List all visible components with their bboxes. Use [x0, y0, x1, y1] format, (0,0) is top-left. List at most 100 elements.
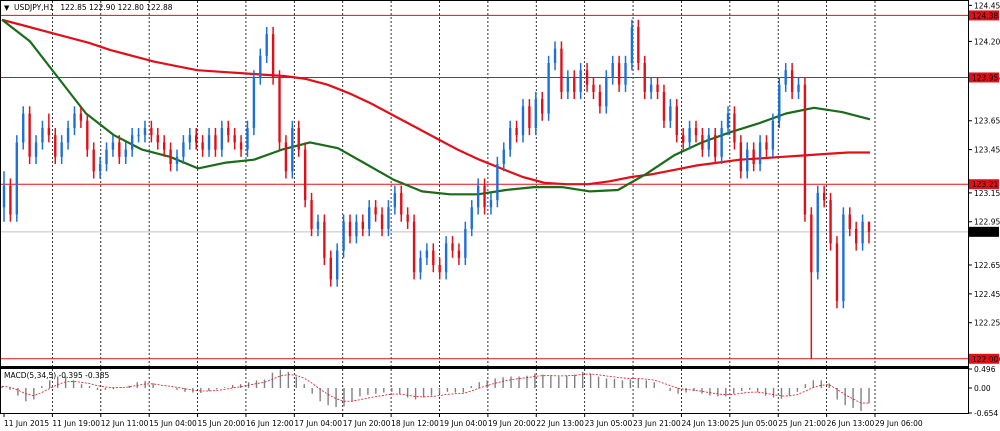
- candle-body: [291, 127, 294, 172]
- x-tick-label: 12 Jun 11:00: [101, 419, 149, 428]
- candle-body: [656, 84, 659, 92]
- grid-layer: [51, 1, 876, 413]
- candle-body: [284, 142, 288, 172]
- candle-body: [432, 250, 435, 266]
- time-axis: 11 Jun 2015 11 Jun 19:00 12 Jun 11:00 15 Ju…: [3, 413, 923, 428]
- x-tick-label: 17 Jun 20:00: [343, 419, 391, 428]
- candle-body: [765, 142, 768, 150]
- candle-body: [778, 84, 781, 121]
- candle-body: [162, 142, 166, 150]
- x-tick-label: 29 Jun 06:00: [875, 419, 923, 428]
- candle-body: [297, 127, 300, 150]
- candle-body: [624, 63, 627, 85]
- candle-body: [637, 26, 640, 64]
- candle-body: [694, 127, 698, 136]
- candle-body: [566, 77, 570, 92]
- price-axis: 124.45 124.20 123.95 123.65 123.45 123.15 122.…: [968, 1, 1000, 418]
- candle-body: [207, 135, 211, 150]
- candle-body: [822, 192, 826, 201]
- candle-body: [457, 250, 461, 258]
- candle-body: [348, 221, 352, 237]
- x-tick-label: 26 Jun 13:00: [827, 419, 875, 428]
- candle-body: [15, 142, 19, 215]
- x-tick-label: 22 Jun 13:00: [536, 419, 584, 428]
- candle-body: [105, 149, 108, 165]
- candle-body: [303, 149, 307, 201]
- level-tag: [969, 353, 999, 364]
- current-price-tag-label: 122.88: [972, 228, 998, 237]
- candle-body: [861, 221, 864, 244]
- y-tick-label: 122.25: [974, 319, 1000, 328]
- candle-body: [60, 142, 63, 157]
- candle-body: [553, 48, 557, 64]
- candle-body: [746, 149, 749, 172]
- candle-body: [143, 127, 147, 136]
- ma-fast-green-line: [1, 18, 871, 196]
- candle-body: [316, 221, 320, 229]
- candle-body: [515, 127, 518, 136]
- candle-body: [528, 106, 531, 128]
- y-tick-label: 124.20: [974, 37, 1000, 46]
- level-tag-label: 123.21: [972, 180, 998, 189]
- candle-body: [419, 257, 422, 273]
- candle-body: [720, 127, 723, 157]
- candle-body: [489, 200, 493, 208]
- candle-body: [156, 135, 159, 143]
- candle-body: [470, 207, 473, 229]
- candle-body: [643, 63, 646, 92]
- y-tick-label: 123.45: [974, 146, 1000, 155]
- candle-body: [611, 63, 614, 78]
- candle-body: [79, 113, 83, 121]
- y-tick-label: 124.45: [974, 1, 1000, 10]
- candle-body: [368, 207, 371, 229]
- candle-body: [797, 84, 800, 92]
- candle-body: [464, 228, 467, 258]
- candle-body: [278, 77, 281, 143]
- candle-body: [534, 99, 538, 128]
- ma-slow-red-line: [1, 18, 870, 186]
- candle-body: [707, 135, 711, 150]
- candle-body: [835, 243, 839, 302]
- candle-body: [649, 84, 653, 92]
- candle-body: [829, 200, 832, 244]
- y-tick-label: 123.65: [974, 117, 1000, 126]
- candle-body: [681, 135, 685, 143]
- candle-body: [86, 120, 89, 150]
- candle-body: [752, 149, 755, 165]
- candle-body: [585, 70, 589, 85]
- candle-body: [335, 250, 339, 280]
- candle-body: [573, 77, 576, 92]
- candle-body: [92, 149, 95, 172]
- candle-body: [400, 192, 403, 215]
- chart-header: USDJPY,H1 122.85 122.90 122.80 122.88: [14, 3, 173, 12]
- dropdown-arrow-icon[interactable]: ▼: [4, 4, 10, 12]
- candle-body: [598, 91, 602, 107]
- candle-body: [233, 135, 236, 143]
- candle-body: [265, 34, 268, 56]
- x-tick-label: 15 Jun 04:00: [149, 419, 197, 428]
- candle-body: [714, 135, 717, 157]
- candle-body: [675, 106, 678, 136]
- candle-body: [733, 113, 736, 143]
- candle-body: [355, 221, 358, 237]
- moving-averages-layer: [1, 18, 871, 196]
- candle-body: [54, 135, 57, 157]
- candle-body: [259, 55, 262, 78]
- candle-body: [387, 207, 390, 229]
- candle-body: [669, 106, 672, 121]
- macd-header: MACD(5,34,5) -0.395 -0.385: [4, 371, 110, 380]
- candle-body: [239, 142, 243, 150]
- candle-body: [227, 127, 230, 136]
- candle-body: [579, 70, 582, 92]
- candles-layer: [2, 19, 871, 359]
- candle-body: [73, 113, 76, 128]
- x-tick-label: 24 Jun 13:00: [681, 419, 729, 428]
- x-tick-label: 19 Jun 04:00: [440, 419, 488, 428]
- candle-body: [41, 127, 44, 143]
- candle-body: [98, 164, 102, 172]
- candle-body: [393, 192, 397, 208]
- candle-body: [111, 142, 115, 150]
- candle-body: [483, 185, 486, 208]
- candle-body: [137, 135, 140, 137]
- level-tag-label: 124.38: [972, 11, 998, 20]
